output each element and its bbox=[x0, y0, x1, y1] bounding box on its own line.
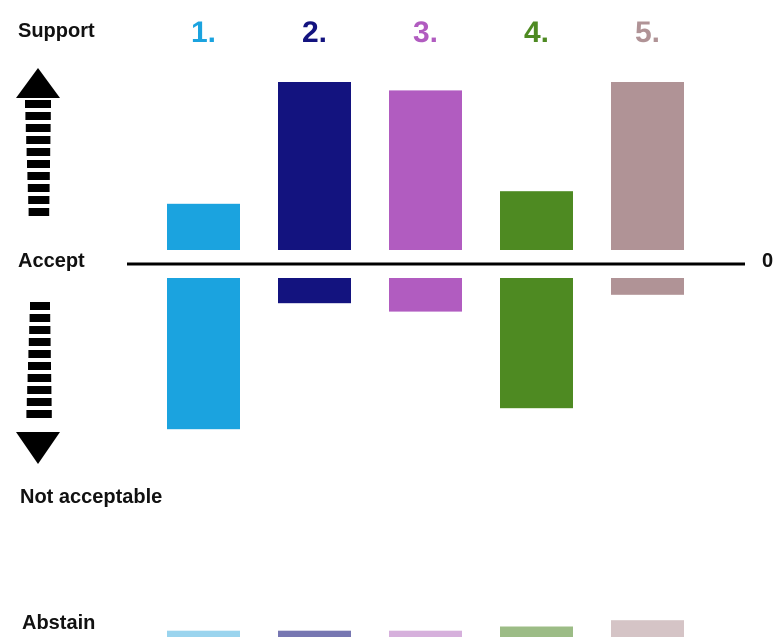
support-bars bbox=[167, 82, 684, 251]
up-arrow-stripe bbox=[26, 136, 51, 144]
down-arrow-stripe bbox=[27, 374, 52, 382]
down-arrow-stripe bbox=[28, 338, 51, 346]
up-arrow-stripe bbox=[28, 196, 50, 204]
category-label-1: 1. bbox=[191, 16, 216, 49]
up-arrow-stripe bbox=[27, 172, 50, 180]
not-acceptable-bars bbox=[167, 278, 684, 430]
down-arrow-stripe bbox=[26, 398, 52, 406]
down-arrow-stripe bbox=[27, 386, 52, 394]
abstain-bar-4 bbox=[500, 626, 573, 637]
up-arrow-icon bbox=[16, 68, 60, 98]
down-arrow-stripe bbox=[30, 302, 50, 310]
down-arrow-stripe bbox=[26, 410, 52, 418]
not-acceptable-bar-4 bbox=[500, 278, 573, 409]
not-acceptable-bar-3 bbox=[389, 278, 462, 312]
category-labels: 1. 2. 3. 4. 5. bbox=[191, 16, 660, 49]
support-bar-1 bbox=[167, 203, 240, 250]
up-arrow-stripe bbox=[27, 184, 50, 192]
up-arrow-stripe bbox=[28, 208, 50, 216]
support-label: Support bbox=[18, 20, 95, 42]
abstain-bar-3 bbox=[389, 630, 462, 637]
down-arrow-stripe bbox=[28, 362, 51, 370]
category-label-3: 3. bbox=[413, 16, 438, 49]
support-bar-5 bbox=[611, 82, 684, 250]
category-label-2: 2. bbox=[302, 16, 327, 49]
category-label-5: 5. bbox=[635, 16, 660, 49]
abstain-bar-5 bbox=[611, 620, 684, 637]
category-label-4: 4. bbox=[524, 16, 549, 49]
not-acceptable-bar-5 bbox=[611, 278, 684, 295]
abstain-bar-2 bbox=[278, 630, 351, 637]
down-arrow-icon bbox=[16, 432, 60, 464]
support-bar-4 bbox=[500, 191, 573, 250]
up-arrow-stripe bbox=[26, 148, 51, 156]
down-arrow-stripe bbox=[28, 350, 51, 358]
abstain-bar-1 bbox=[167, 630, 240, 637]
axis-arrows bbox=[16, 68, 60, 464]
up-arrow-stripe bbox=[25, 100, 51, 108]
not-acceptable-bar-1 bbox=[167, 278, 240, 430]
support-bar-3 bbox=[389, 90, 462, 251]
down-arrow-stripe bbox=[29, 326, 51, 334]
up-arrow-stripe bbox=[27, 160, 50, 168]
zero-tick-label: 0 bbox=[762, 250, 774, 272]
support-bar-2 bbox=[278, 82, 351, 250]
not-acceptable-bar-2 bbox=[278, 278, 351, 304]
abstain-bars bbox=[167, 620, 684, 637]
accept-label: Accept bbox=[18, 250, 85, 272]
up-arrow-stripe bbox=[25, 112, 51, 120]
up-arrow-stripe bbox=[25, 124, 51, 132]
abstain-label: Abstain bbox=[22, 612, 96, 634]
not-acceptable-label: Not acceptable bbox=[20, 486, 163, 508]
down-arrow-stripe bbox=[29, 314, 51, 322]
